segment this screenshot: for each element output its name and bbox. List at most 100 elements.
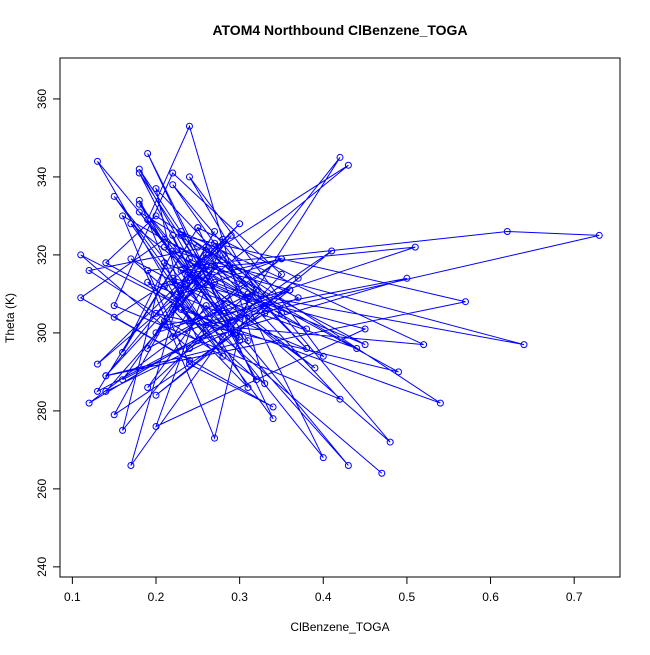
data-point [135, 208, 143, 216]
data-point [169, 181, 177, 189]
data-point [227, 231, 235, 239]
data-point [185, 360, 193, 368]
data-point [244, 290, 252, 298]
data-point [219, 251, 227, 259]
y-tick-label: 260 [35, 479, 49, 499]
data-point [277, 270, 285, 278]
data-point [144, 383, 152, 391]
data-point [144, 344, 152, 352]
data-point [211, 239, 219, 247]
data-point [353, 344, 361, 352]
data-point [252, 286, 260, 294]
data-point [152, 185, 160, 193]
data-point [294, 274, 302, 282]
data-point [227, 325, 235, 333]
data-point [252, 376, 260, 384]
x-axis-label: ClBenzene_TOGA [290, 620, 389, 634]
data-point [219, 235, 227, 243]
data-point [77, 251, 85, 259]
data-point [135, 200, 143, 208]
data-point [219, 352, 227, 360]
data-point [185, 122, 193, 130]
plot-frame [59, 57, 621, 578]
data-point [127, 255, 135, 263]
data-point [169, 333, 177, 341]
x-tick-label: 0.6 [482, 590, 499, 604]
data-point [403, 274, 411, 282]
data-point [102, 387, 110, 395]
data-point [102, 372, 110, 380]
data-point [319, 352, 327, 360]
data-point [236, 313, 244, 321]
data-point [236, 220, 244, 228]
data-point [336, 395, 344, 403]
data-point [277, 309, 285, 317]
data-point [110, 302, 118, 310]
data-line [79, 124, 600, 474]
data-point [160, 243, 168, 251]
data-point [127, 461, 135, 469]
data-point [244, 337, 252, 345]
data-point [102, 259, 110, 267]
data-point [211, 278, 219, 286]
data-point [93, 360, 101, 368]
data-point [185, 255, 193, 263]
data-point [169, 231, 177, 239]
data-point [119, 426, 127, 434]
data-point [152, 329, 160, 337]
data-point [144, 216, 152, 224]
data-point [185, 317, 193, 325]
y-tick-label: 280 [35, 401, 49, 421]
data-point [386, 438, 394, 446]
data-point [202, 321, 210, 329]
data-point [177, 231, 185, 239]
data-point [227, 329, 235, 337]
data-point [169, 169, 177, 177]
x-tick-label: 0.5 [399, 590, 416, 604]
data-point [202, 263, 210, 271]
data-point [236, 337, 244, 345]
data-point [194, 224, 202, 232]
data-point [344, 461, 352, 469]
chart-title: ATOM4 Northbound ClBenzene_TOGA [212, 22, 467, 38]
data-point [219, 333, 227, 341]
data-point [160, 235, 168, 243]
data-point [194, 270, 202, 278]
x-tick-label: 0.1 [64, 590, 81, 604]
data-point [152, 422, 160, 430]
data-point [336, 153, 344, 161]
data-point [169, 274, 177, 282]
data-point [261, 302, 269, 310]
data-point [160, 317, 168, 325]
data-point [169, 278, 177, 286]
data-point [177, 306, 185, 314]
data-point [244, 294, 252, 302]
data-point [194, 274, 202, 282]
data-point [202, 243, 210, 251]
y-tick-label: 240 [35, 557, 49, 577]
data-point [202, 329, 210, 337]
data-point [227, 317, 235, 325]
data-point [311, 364, 319, 372]
data-point [269, 415, 277, 423]
data-point [303, 325, 311, 333]
data-point [85, 399, 93, 407]
data-point [119, 212, 127, 220]
data-point [194, 243, 202, 251]
data-point [395, 368, 403, 376]
data-point [77, 294, 85, 302]
data-point [110, 313, 118, 321]
data-point [520, 341, 528, 349]
data-point [185, 356, 193, 364]
data-point [135, 169, 143, 177]
data-point [152, 391, 160, 399]
data-point [144, 278, 152, 286]
data-point [503, 228, 511, 236]
data-point [119, 376, 127, 384]
data-point [160, 282, 168, 290]
data-point [461, 298, 469, 306]
data-point [211, 228, 219, 236]
y-tick-label: 360 [35, 89, 49, 109]
data-point [144, 267, 152, 275]
data-point [319, 454, 327, 462]
